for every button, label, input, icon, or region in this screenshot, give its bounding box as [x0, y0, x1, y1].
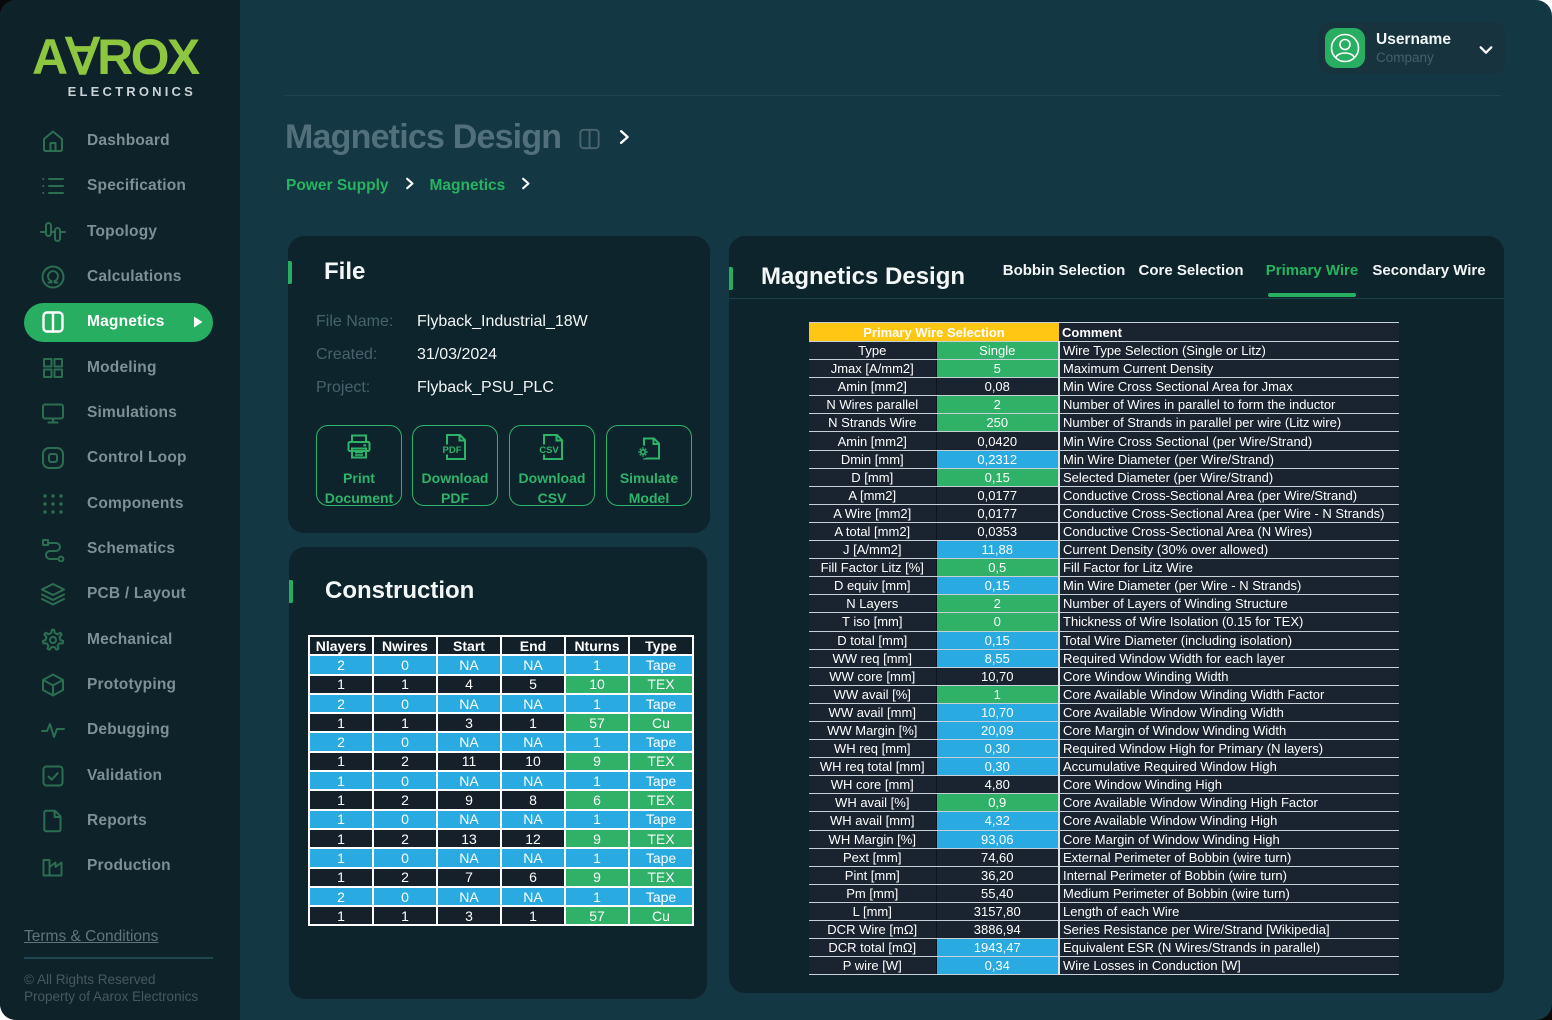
svg-text:PDF: PDF	[443, 445, 462, 456]
svg-text:CSV: CSV	[539, 445, 559, 456]
